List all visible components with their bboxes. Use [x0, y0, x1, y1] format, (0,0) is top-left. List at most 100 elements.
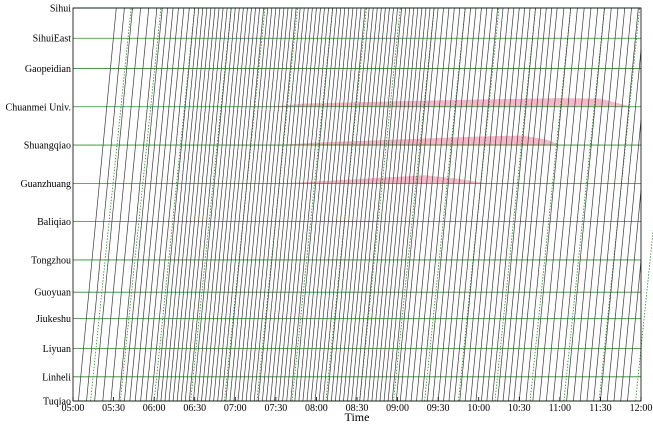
train-path-13	[156, 7, 196, 402]
train-path-70	[387, 7, 427, 402]
train-path-27	[213, 7, 252, 402]
train-path-64	[363, 7, 402, 402]
train-path-33	[237, 7, 277, 402]
station-label-linheli: Linheli	[42, 372, 71, 383]
train-path-111	[627, 260, 642, 402]
train-path-28	[217, 7, 256, 402]
x-tick-label-5: 07:30	[264, 403, 287, 414]
station-label-sihuieast: SihuiEast	[33, 34, 72, 45]
queue-area-shuangqiao	[278, 135, 560, 145]
train-path-20	[184, 7, 224, 402]
train-path-68	[379, 7, 419, 402]
train-path-94	[513, 7, 553, 402]
station-label-sihui: Sihui	[50, 4, 71, 15]
train-path-54	[322, 7, 362, 402]
train-path-77	[421, 7, 461, 402]
train-path-49	[302, 7, 342, 402]
train-path-73	[399, 7, 439, 402]
station-label-jiukeshu: Jiukeshu	[36, 314, 71, 325]
train-path-109	[613, 120, 642, 402]
train-path-88	[481, 7, 520, 402]
train-path-32	[233, 7, 273, 402]
dispatch-line-11	[424, 7, 466, 402]
train-path-99	[545, 7, 585, 402]
dispatch-line-14	[529, 7, 572, 402]
train-path-35	[245, 7, 285, 402]
train-path-71	[391, 7, 431, 402]
train-path-90	[491, 7, 531, 402]
train-path-67	[375, 7, 415, 402]
train-path-30	[225, 7, 265, 402]
train-path-43	[278, 7, 317, 402]
train-path-58	[339, 7, 378, 402]
train-path-6	[118, 7, 158, 402]
dispatch-line-10	[393, 7, 435, 402]
train-path-12	[151, 7, 190, 402]
station-label-chuanmei-univ: Chuanmei Univ.	[6, 102, 71, 113]
train-path-87	[475, 7, 515, 402]
train-path-41	[270, 7, 309, 402]
train-path-17	[172, 7, 212, 402]
train-path-76	[416, 7, 455, 402]
train-path-103	[573, 7, 612, 402]
train-path-56	[330, 7, 370, 402]
dispatch-line-17	[635, 228, 653, 402]
train-path-1	[78, 7, 117, 402]
train-path-63	[359, 7, 398, 402]
train-path-24	[201, 7, 240, 402]
train-path-31	[229, 7, 269, 402]
train-path-92	[502, 7, 542, 402]
train-path-47	[294, 7, 334, 402]
train-path-80	[437, 7, 477, 402]
train-path-57	[335, 7, 374, 402]
train-path-29	[221, 7, 260, 402]
train-path-106	[593, 7, 632, 402]
train-path-19	[180, 7, 220, 402]
train-path-23	[197, 7, 236, 402]
train-path-38	[257, 7, 297, 402]
x-tick-label-7: 08:30	[346, 403, 369, 414]
train-path-59	[343, 7, 382, 402]
train-path-72	[395, 7, 435, 402]
train-path-60	[347, 7, 386, 402]
train-path-75	[410, 7, 450, 402]
train-path-83	[454, 7, 493, 402]
train-path-46	[290, 7, 329, 402]
train-path-93	[508, 7, 547, 402]
dispatch-line-13	[494, 7, 536, 402]
station-label-shuangqiao: Shuangqiao	[24, 141, 71, 152]
train-path-21	[188, 7, 228, 402]
x-axis-ticks: 05:00 05:30 06:00 06:30 07:00 07:30 08:00 08:30…	[62, 397, 653, 414]
station-labels: Sihui SihuiEast Gaopeidian Chuanmei Univ. Sh…	[6, 4, 72, 408]
train-path-9	[134, 7, 174, 402]
dispatch-line-15	[563, 7, 605, 402]
train-path-107	[600, 7, 639, 402]
train-path-79	[432, 7, 471, 402]
train-path-100	[552, 7, 592, 402]
train-path-18	[176, 7, 216, 402]
train-path-89	[486, 7, 526, 402]
train-path-86	[470, 7, 509, 402]
train-path-97	[532, 7, 572, 402]
x-tick-label-13: 11:30	[589, 403, 611, 414]
train-path-26	[209, 7, 248, 402]
x-tick-label-6: 08:00	[305, 403, 328, 414]
train-path-34	[241, 7, 281, 402]
train-path-84	[459, 7, 498, 402]
x-tick-label-14: 12:00	[630, 403, 653, 414]
train-path-8	[129, 7, 169, 402]
train-path-50	[306, 7, 346, 402]
station-label-baliqiao: Baliqiao	[37, 217, 71, 228]
train-path-110	[620, 190, 642, 402]
train-path-105	[586, 7, 626, 402]
train-path-96	[525, 7, 565, 402]
train-path-78	[426, 7, 466, 402]
train-path-42	[274, 7, 313, 402]
train-path-61	[351, 7, 390, 402]
train-path-62	[355, 7, 394, 402]
train-path-40	[266, 7, 305, 402]
station-label-tuqiao: Tuqiao	[43, 397, 71, 408]
train-path-4	[102, 7, 141, 402]
x-tick-label-3: 06:30	[183, 403, 206, 414]
